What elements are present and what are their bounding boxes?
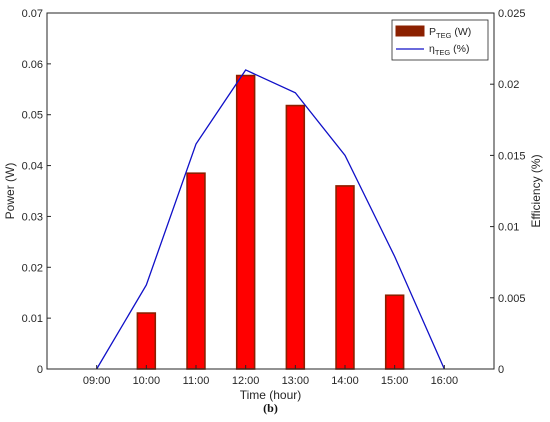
legend-label-efficiency: ηTEG (%) [429,43,470,57]
right-tick-label: 0.025 [498,8,526,20]
left-tick-label: 0.05 [22,110,43,122]
left-tick-label: 0.03 [22,211,43,223]
left-tick-label: 0 [37,364,43,376]
legend-efficiency-sub: TEG [435,48,451,57]
right-tick-label: 0.015 [498,150,526,162]
x-tick-label: 15:00 [381,375,409,387]
left-axis-title: Power (W) [3,163,17,220]
axes-layer: 0 0.01 0.02 0.03 0.04 0.05 0.06 0.07 0 0.005 0.01 0… [22,8,526,387]
bar-15:00 [384,294,405,370]
x-tick-label: 09:00 [83,375,111,387]
legend-efficiency-main: η [429,43,435,55]
left-tick-label: 0.02 [22,262,43,274]
efficiency-line [96,69,445,370]
left-tick-label: 0.01 [22,313,43,325]
x-tick-label: 14:00 [331,375,359,387]
bars-layer [136,74,405,370]
legend-label-power: PTEG (W) [429,26,471,40]
legend-efficiency-suffix: (%) [450,43,469,55]
right-tick-label: 0.02 [498,79,519,91]
bar-11:00 [186,172,206,370]
left-tick-label: 0.07 [22,8,43,20]
x-tick-label: 12:00 [232,375,260,387]
bar-13:00 [285,104,306,370]
x-axis-title: Time (hour) [240,388,302,402]
right-tick-label: 0.01 [498,222,519,234]
x-tick-label: 16:00 [431,375,459,387]
bar-14:00 [335,185,355,370]
legend-power-suffix: (W) [451,26,471,38]
legend: PTEG (W) ηTEG (%) [391,19,489,61]
x-tick-label: 11:00 [183,375,210,387]
left-tick-label: 0.04 [22,161,43,173]
legend-power-main: P [429,26,436,38]
right-axis-title: Efficiency (%) [529,154,543,227]
figure-caption: (b) [263,401,278,415]
right-tick-label: 0.005 [498,293,526,305]
legend-power-sub: TEG [436,31,452,40]
bar-10:00 [136,312,157,370]
bar-12:00 [235,74,256,370]
legend-swatch-power [395,25,425,37]
plot-frame [46,12,495,370]
x-tick-label: 10:00 [133,375,161,387]
right-tick-label: 0 [498,364,504,376]
left-tick-label: 0.06 [22,59,43,71]
x-tick-label: 13:00 [282,375,310,387]
